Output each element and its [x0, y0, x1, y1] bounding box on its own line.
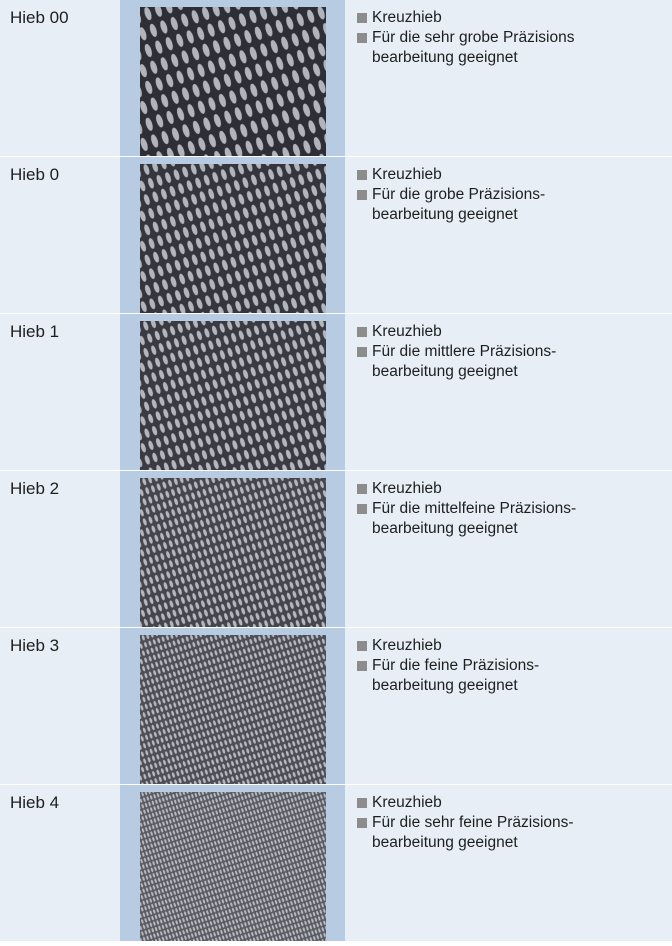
- bullet-square: [357, 504, 367, 514]
- texture-cell: [120, 157, 345, 313]
- bullet: Kreuzhieb: [357, 479, 672, 499]
- row: Hieb 1 Kreuzhieb Für die mittlere Präzisio…: [0, 314, 672, 471]
- row-label: Hieb 0: [0, 157, 120, 313]
- texture: [139, 7, 326, 156]
- bullet-text: Für die sehr grobe Präzisions bearbeitung…: [372, 28, 574, 68]
- row-label: Hieb 3: [0, 628, 120, 784]
- bullet: Für die mittelfeine Präzisions-bearbeitu…: [357, 499, 672, 539]
- bullet: Für die sehr grobe Präzisions bearbeitung…: [357, 28, 672, 68]
- bullet-square: [357, 327, 367, 337]
- bullet-text: Für die feine Präzisions-bearbeitung gee…: [372, 656, 539, 696]
- bullet-square: [357, 33, 367, 43]
- row: Hieb 3 Kreuzhieb Für die feine Präzisions-…: [0, 628, 672, 785]
- bullet-square: [357, 170, 367, 180]
- text-line: Für die sehr feine Präzisions-: [372, 814, 574, 831]
- file-texture: [139, 164, 326, 313]
- texture-cell: [120, 785, 345, 941]
- bullet-square: [357, 190, 367, 200]
- bullet-text: Für die grobe Präzisions-bearbeitung gee…: [372, 185, 545, 225]
- bullet-square: [357, 818, 367, 828]
- description: Kreuzhieb Für die sehr grobe Präzisions be…: [345, 0, 672, 156]
- bullet: Kreuzhieb: [357, 165, 672, 185]
- text-line: bearbeitung geeignet: [372, 520, 518, 537]
- description: Kreuzhieb Für die feine Präzisions-bearbe…: [345, 628, 672, 784]
- bullet-square: [357, 484, 367, 494]
- file-texture: [139, 635, 326, 784]
- row-label: Hieb 2: [0, 471, 120, 627]
- bullet-square: [357, 13, 367, 23]
- text-line: Kreuzhieb: [372, 9, 442, 26]
- text-line: Für die sehr grobe Präzisions: [372, 29, 575, 46]
- file-texture: [139, 792, 326, 941]
- texture: [139, 164, 326, 313]
- text-line: Kreuzhieb: [372, 637, 442, 654]
- text-line: bearbeitung geeignet: [372, 363, 518, 380]
- text-line: bearbeitung geeignet: [372, 677, 518, 694]
- text-line: Kreuzhieb: [372, 323, 442, 340]
- description: Kreuzhieb Für die mittlere Präzisions-bea…: [345, 314, 672, 470]
- texture: [139, 635, 326, 784]
- texture: [139, 792, 326, 941]
- row: Hieb 0 Kreuzhieb Für die grobe Präzisions-…: [0, 157, 672, 314]
- texture-cell: [120, 314, 345, 470]
- bullet-text: Für die mittlere Präzisions-bearbeitung …: [372, 342, 556, 382]
- text-line: Für die mittlere Präzisions-: [372, 343, 557, 360]
- bullet: Für die sehr feine Präzisions-bearbeitun…: [357, 813, 672, 853]
- text-line: bearbeitung geeignet: [372, 834, 518, 851]
- bullet-text: Kreuzhieb: [372, 636, 442, 656]
- bullet-square: [357, 641, 367, 651]
- texture-cell: [120, 628, 345, 784]
- description: Kreuzhieb Für die grobe Präzisions-bearbe…: [345, 157, 672, 313]
- row: Hieb 2 Kreuzhieb Für die mittelfeine Präzi…: [0, 471, 672, 628]
- bullet-text: Kreuzhieb: [372, 479, 442, 499]
- text-line: Kreuzhieb: [372, 166, 442, 183]
- text-line: Kreuzhieb: [372, 794, 442, 811]
- texture-cell: [120, 471, 345, 627]
- row-label: Hieb 1: [0, 314, 120, 470]
- bullet-text: Kreuzhieb: [372, 8, 442, 28]
- bullet-text: Kreuzhieb: [372, 793, 442, 813]
- text-line: bearbeitung geeignet: [372, 49, 518, 66]
- bullet-square: [357, 661, 367, 671]
- bullet-text: Für die sehr feine Präzisions-bearbeitun…: [372, 813, 574, 853]
- file-texture: [139, 321, 326, 470]
- text-line: bearbeitung geeignet: [372, 206, 518, 223]
- texture: [139, 321, 326, 470]
- bullet: Kreuzhieb: [357, 793, 672, 813]
- text-line: Für die grobe Präzisions-: [372, 186, 546, 203]
- bullet: Für die feine Präzisions-bearbeitung gee…: [357, 656, 672, 696]
- text-line: Für die feine Präzisions-: [372, 657, 540, 674]
- bullet-text: Kreuzhieb: [372, 165, 442, 185]
- file-texture: [139, 7, 326, 156]
- bullet: Für die grobe Präzisions-bearbeitung gee…: [357, 185, 672, 225]
- text-line: Für die mittelfeine Präzisions-: [372, 500, 577, 517]
- texture: [139, 478, 326, 627]
- bullet: Kreuzhieb: [357, 322, 672, 342]
- description: Kreuzhieb Für die mittelfeine Präzisions-…: [345, 471, 672, 627]
- bullet: Kreuzhieb: [357, 636, 672, 656]
- texture-cell: [120, 0, 345, 156]
- row-label: Hieb 4: [0, 785, 120, 941]
- bullet-square: [357, 347, 367, 357]
- bullet-square: [357, 798, 367, 808]
- text-line: Kreuzhieb: [372, 480, 442, 497]
- bullet: Für die mittlere Präzisions-bearbeitung …: [357, 342, 672, 382]
- row-label: Hieb 00: [0, 0, 120, 156]
- row: Hieb 4 Kreuzhieb Für die sehr feine Präzis…: [0, 785, 672, 941]
- bullet: Kreuzhieb: [357, 8, 672, 28]
- file-texture: [139, 478, 326, 627]
- bullet-text: Kreuzhieb: [372, 322, 442, 342]
- description: Kreuzhieb Für die sehr feine Präzisions-b…: [345, 785, 672, 941]
- bullet-text: Für die mittelfeine Präzisions-bearbeitu…: [372, 499, 576, 539]
- row: Hieb 00 Kreuzhieb Für die sehr grobe Präzi…: [0, 0, 672, 157]
